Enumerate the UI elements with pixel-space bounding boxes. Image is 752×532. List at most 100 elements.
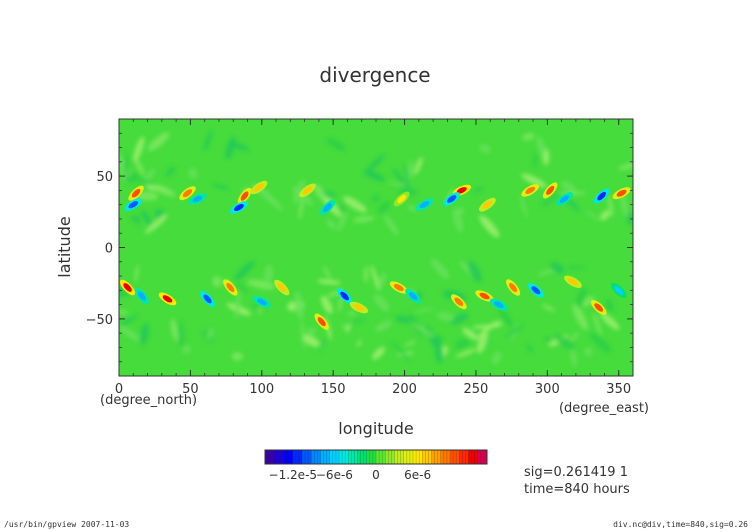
- texture-swirl: [589, 332, 612, 353]
- vortex-core: [226, 282, 235, 293]
- vortex-core: [302, 186, 313, 195]
- texture-swirl: [372, 346, 385, 360]
- texture-swirl: [294, 291, 304, 321]
- plot-area: 0 50 100 150 200 250 300 350 −50 0 50: [86, 118, 634, 397]
- vortex-mark: [188, 193, 207, 205]
- texture-swirl: [580, 296, 595, 307]
- texture-swirl: [600, 312, 620, 331]
- texture-swirl: [479, 214, 500, 238]
- colorbar-swatch: [366, 450, 377, 464]
- y-tick-label: −50: [86, 313, 113, 328]
- colorbar-swatch: [320, 450, 331, 464]
- texture-swirl: [320, 295, 333, 314]
- texture-swirl: [491, 351, 502, 365]
- vortex-mark: [237, 187, 252, 205]
- texture-swirl: [585, 210, 600, 221]
- vortex-mark: [610, 282, 627, 298]
- vortex-core: [240, 191, 249, 201]
- texture-swirl: [246, 279, 276, 290]
- vortex-core: [128, 201, 139, 209]
- texture-swirl: [543, 149, 550, 166]
- texture-swirl: [188, 167, 198, 179]
- y-tick-label: 0: [105, 242, 113, 257]
- texture-swirl: [430, 258, 450, 279]
- texture-swirl: [570, 349, 577, 367]
- texture-swirl: [541, 304, 556, 312]
- vortex-core: [408, 291, 418, 301]
- texture-swirl: [355, 339, 363, 348]
- vortex-core: [454, 297, 464, 307]
- colorbar-swatch: [385, 450, 395, 464]
- texture-swirl: [124, 151, 129, 182]
- texture-swirl: [323, 265, 331, 279]
- texture-swirl: [378, 201, 391, 214]
- x-tick-label: 250: [464, 382, 489, 397]
- colorbar-swatch: [376, 450, 386, 464]
- texture-swirl: [363, 265, 369, 283]
- vortex-mark: [299, 183, 316, 198]
- vortex-core: [323, 203, 332, 212]
- texture-swirl: [592, 312, 602, 336]
- texture-swirl: [231, 352, 243, 361]
- texture-swirl: [147, 132, 170, 151]
- vortex-core: [277, 283, 287, 292]
- y-tick-label: 50: [96, 170, 113, 185]
- vortex-core: [123, 283, 132, 292]
- texture-swirl: [566, 265, 586, 270]
- vortex-mark: [200, 290, 215, 307]
- vortex-mark: [319, 199, 336, 216]
- vortex-core: [559, 195, 570, 203]
- vortex-core: [254, 183, 264, 192]
- colorbar-swatch: [348, 450, 358, 464]
- texture-swirl: [383, 214, 400, 236]
- vortex-mark: [450, 294, 467, 310]
- colorbar-swatch: [450, 450, 460, 464]
- vortex-mark: [443, 192, 461, 206]
- texture-swirl: [306, 327, 316, 335]
- texture-swirl: [182, 344, 191, 354]
- texture-swirl: [119, 281, 131, 296]
- texture-swirl: [479, 144, 491, 154]
- texture-swirl: [600, 210, 611, 221]
- texture-swirl: [404, 163, 410, 192]
- vortex-mark: [612, 187, 631, 200]
- texture-swirl: [374, 320, 392, 332]
- texture-swirl: [477, 331, 488, 354]
- vortex-mark: [229, 201, 248, 214]
- colorbar-tick-label: 6e-6: [404, 468, 431, 482]
- texture-swirl: [522, 133, 535, 141]
- vortex-mark: [593, 188, 610, 204]
- texture-swirl: [344, 318, 366, 325]
- vortex-core: [353, 304, 364, 311]
- footer-file: div.nc@div,time=840,sig=0.26: [613, 520, 748, 529]
- vortex-core: [393, 283, 404, 292]
- texture-swirl: [403, 340, 416, 347]
- vortex-core: [568, 278, 578, 286]
- vortex-mark: [120, 279, 136, 296]
- texture-swirl: [519, 193, 528, 219]
- texture-swirl: [521, 173, 547, 188]
- time-info: time=840 hours: [524, 482, 630, 497]
- vortex-core: [419, 201, 430, 209]
- texture-swirl: [326, 138, 346, 152]
- y-axis-label: latitude: [55, 216, 74, 277]
- vortex-core: [546, 185, 555, 195]
- texture-swirl: [396, 351, 415, 357]
- colorbar-swatch: [311, 450, 321, 464]
- texture-swirl: [544, 337, 553, 342]
- texture-swirl: [177, 321, 185, 349]
- texture-swirl: [506, 324, 524, 338]
- colorbar-frame: [264, 449, 488, 465]
- colorbar-swatch: [468, 450, 479, 464]
- texture-swirl: [225, 136, 236, 160]
- colorbar-tick-label: 0: [372, 468, 380, 482]
- texture-swirl: [436, 312, 455, 321]
- vortex-mark: [250, 180, 268, 195]
- colorbar: −1.2e-5−6e-6 0 6e-6: [264, 449, 488, 482]
- vortex-core: [616, 189, 627, 197]
- texture-swirl: [414, 307, 435, 313]
- texture-swirl: [370, 265, 380, 290]
- vortex-core: [456, 187, 467, 194]
- texture-swirl: [561, 181, 576, 192]
